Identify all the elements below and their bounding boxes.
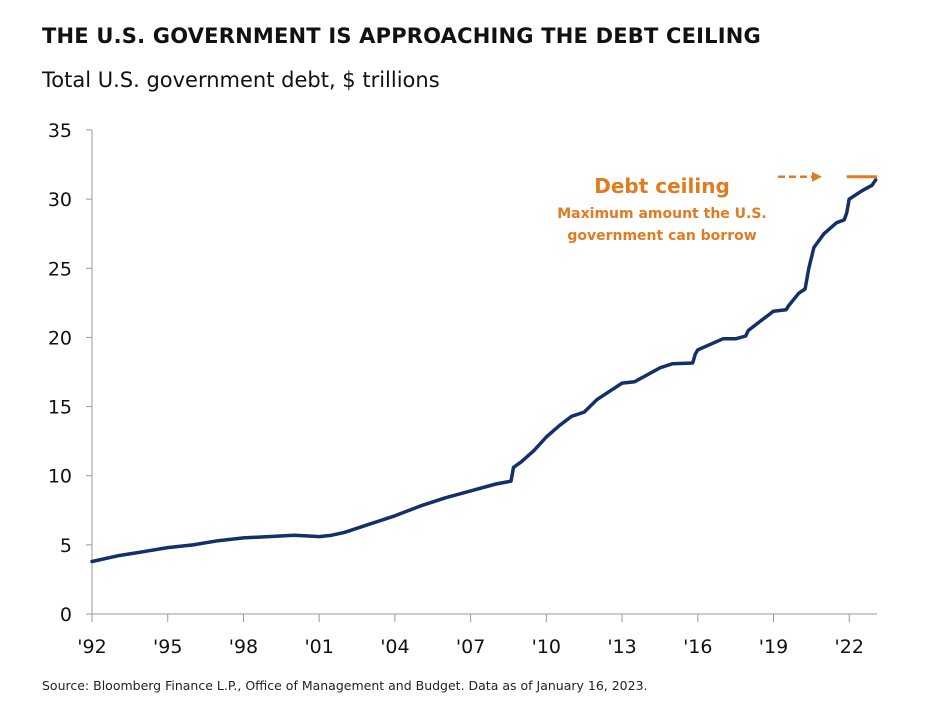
chart-title: THE U.S. GOVERNMENT IS APPROACHING THE D…: [42, 24, 761, 48]
y-axis: 0 5 10 15 20 25 30 35: [48, 120, 93, 626]
x-tick-label: '98: [229, 636, 258, 658]
y-tick-label: 30: [48, 189, 72, 211]
source-note: Source: Bloomberg Finance L.P., Office o…: [42, 678, 648, 693]
series-layer: [90, 178, 878, 564]
y-tick-label: 20: [48, 327, 72, 349]
debt-ceiling-sublabel: government can borrow: [567, 228, 756, 244]
x-tick-label: '10: [532, 636, 561, 658]
debt-ceiling-annotation: Debt ceiling Maximum amount the U.S. gover…: [557, 171, 877, 244]
y-tick-label: 10: [48, 466, 72, 488]
arrow-head-icon: [812, 171, 822, 182]
debt-ceiling-sublabel: Maximum amount the U.S.: [557, 206, 767, 222]
x-tick-label: '19: [759, 636, 788, 658]
x-axis: '92 '95 '98 '01 '04 '07 '10 '13 '16 '19 '22: [77, 613, 877, 658]
y-tick-label: 0: [60, 604, 72, 626]
x-tick-label: '04: [380, 636, 409, 658]
y-tick-label: 25: [48, 258, 72, 280]
x-tick-label: '22: [835, 636, 864, 658]
y-tick-label: 15: [48, 397, 72, 419]
x-tick-label: '16: [683, 636, 712, 658]
y-tick-label: 35: [48, 120, 72, 142]
debt-ceiling-label: Debt ceiling: [594, 174, 730, 198]
y-tick-label: 5: [60, 535, 72, 557]
chart-subtitle: Total U.S. government debt, $ trillions: [42, 68, 440, 92]
x-tick-label: '95: [153, 636, 182, 658]
x-tick-label: '92: [77, 636, 106, 658]
x-tick-label: '13: [607, 636, 636, 658]
x-tick-label: '07: [456, 636, 485, 658]
x-tick-label: '01: [304, 636, 333, 658]
debt-series-line: [90, 178, 878, 564]
